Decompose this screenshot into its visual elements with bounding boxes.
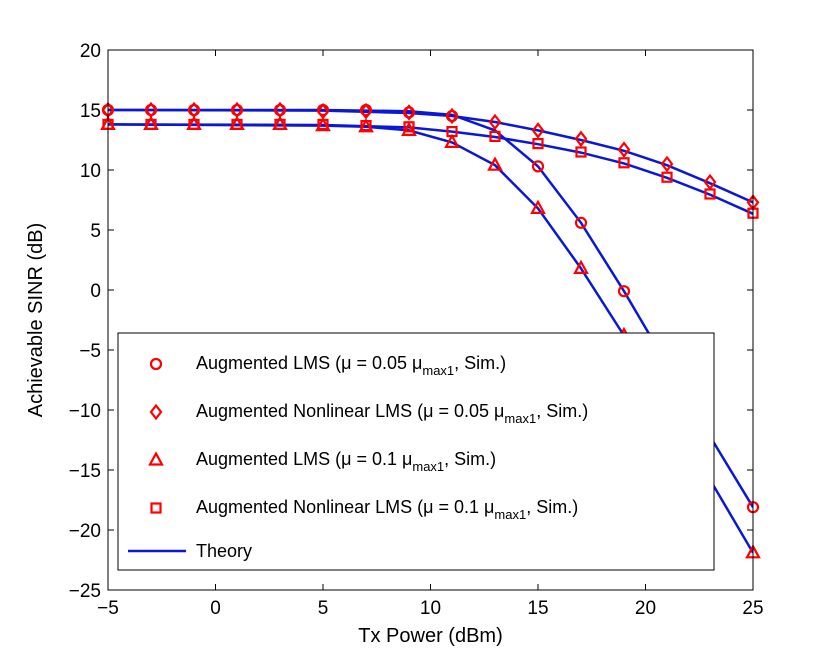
y-tick-label: 5 (90, 221, 101, 242)
legend-box (117, 332, 715, 571)
legend-entry-label: Augmented Nonlinear LMS (μ = 0.1 μmax1, … (196, 497, 578, 522)
x-tick-label: 25 (742, 598, 763, 619)
legend-theory-label: Theory (196, 541, 252, 561)
triangle-marker (401, 121, 417, 136)
square-marker (145, 118, 157, 131)
square-marker (274, 118, 286, 131)
triangle-marker (315, 116, 331, 132)
theory-line (108, 108, 753, 204)
diamond-marker (574, 130, 588, 148)
y-tick-label: −5 (79, 341, 101, 362)
y-tick-label: −25 (69, 581, 101, 602)
square-marker (403, 121, 415, 133)
legend-circle-icon (149, 357, 163, 371)
square-marker (661, 171, 673, 183)
triangle-marker (444, 133, 460, 148)
x-tick-label: 20 (635, 598, 656, 619)
square-marker (532, 138, 544, 150)
x-tick-label: 15 (527, 598, 548, 619)
circle-marker (617, 285, 631, 298)
legend-diamond-icon (149, 403, 163, 421)
x-axis-label: Tx Power (dBm) (358, 625, 502, 647)
circle-marker (531, 160, 545, 173)
x-tick-label: −5 (97, 598, 119, 619)
legend-entry-label: Augmented LMS (μ = 0.1 μmax1, Sim.) (196, 449, 496, 474)
plot-frame (107, 49, 754, 591)
x-tick-label: 5 (318, 598, 329, 619)
diamond-marker (488, 113, 502, 131)
y-tick-label: −15 (69, 461, 101, 482)
legend-entry-label: Augmented Nonlinear LMS (μ = 0.05 μmax1,… (196, 401, 588, 426)
triangle-marker (358, 118, 374, 133)
square-marker (489, 130, 501, 142)
y-tick-label: 10 (80, 161, 101, 182)
y-tick-label: 15 (80, 101, 101, 122)
square-marker (704, 188, 716, 200)
y-axis-label: Achievable SINR (dB) (25, 223, 47, 418)
square-marker (575, 146, 587, 158)
diamond-marker (660, 155, 674, 173)
diamond-marker (359, 102, 373, 120)
square-marker (360, 119, 372, 132)
square-marker (446, 125, 458, 138)
triangle-marker (530, 199, 546, 214)
y-tick-label: −20 (69, 521, 101, 542)
square-marker (188, 118, 200, 131)
x-tick-label: 10 (420, 598, 441, 619)
legend-triangle-icon (148, 451, 164, 466)
diamond-marker (402, 104, 416, 121)
y-tick-label: 0 (90, 281, 101, 302)
y-tick-label: −10 (69, 401, 101, 422)
circle-marker (574, 216, 588, 229)
theory-line (108, 123, 753, 215)
square-marker (317, 118, 329, 131)
square-marker (231, 118, 243, 131)
diamond-marker (617, 141, 631, 158)
square-marker (618, 157, 630, 169)
legend-square-icon (150, 502, 162, 514)
y-tick-label: 20 (80, 41, 101, 62)
legend-entry-label: Augmented LMS (μ = 0.05 μmax1, Sim.) (196, 353, 506, 378)
x-tick-label: 0 (210, 598, 221, 619)
diamond-marker (531, 122, 545, 139)
triangle-marker (487, 156, 503, 171)
diamond-marker (445, 107, 459, 125)
triangle-marker (573, 259, 589, 274)
